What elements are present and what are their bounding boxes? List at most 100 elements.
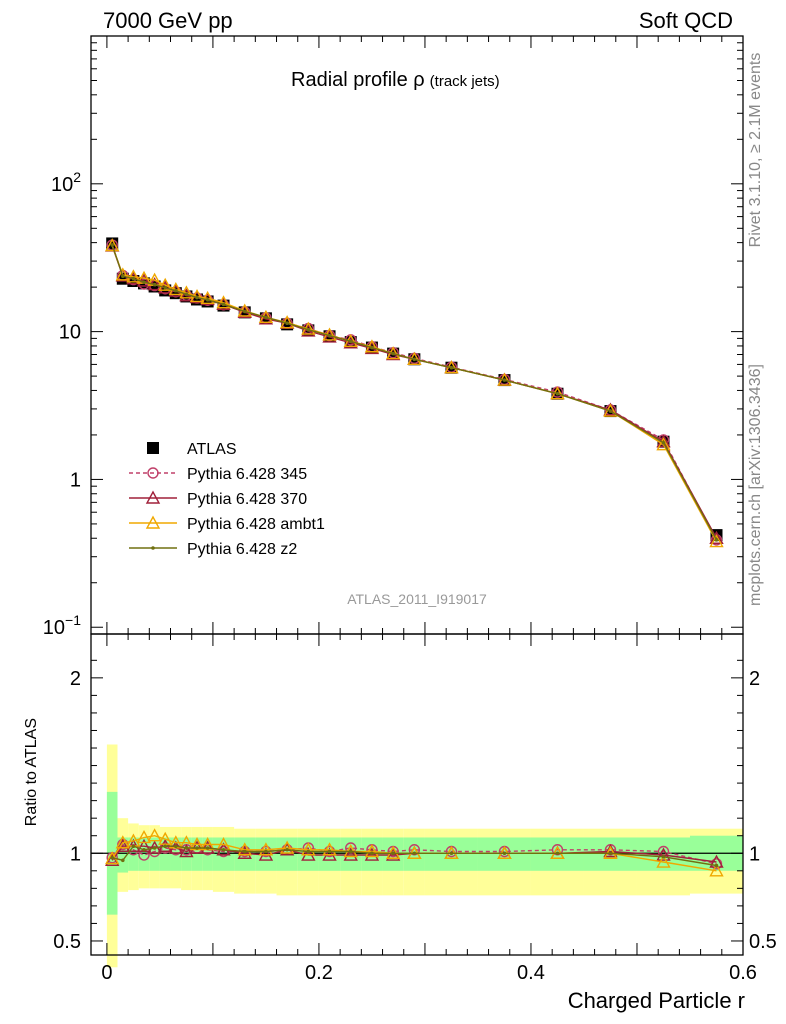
ratio-point xyxy=(174,844,178,849)
legend-marker xyxy=(145,490,161,504)
header-right: Soft QCD xyxy=(639,8,733,33)
data-point xyxy=(264,315,268,320)
ratio-point xyxy=(343,847,358,861)
ratio-point xyxy=(237,845,252,859)
stat-band-bin xyxy=(117,837,129,873)
ratio-point xyxy=(364,847,380,861)
ratio-point xyxy=(285,847,289,852)
y-tick-base: 10 xyxy=(51,174,73,196)
ratio-point xyxy=(131,844,136,849)
y-tick-exponent: −1 xyxy=(65,612,81,628)
ratio-point xyxy=(709,863,724,877)
ratio-point xyxy=(608,851,613,856)
ratio-point xyxy=(205,846,210,850)
ratio-y-tick-label: 0.5 xyxy=(53,931,81,953)
ratio-point xyxy=(110,855,115,860)
data-point xyxy=(709,530,724,544)
data-point xyxy=(449,365,454,370)
legend-entry: Pythia 6.428 345 xyxy=(129,466,307,483)
ratio-ylabel: Ratio to ATLAS xyxy=(23,718,40,826)
legend-marker xyxy=(147,442,159,454)
ratio-point xyxy=(121,858,125,863)
ratio-point xyxy=(603,844,618,858)
x-tick-label: 0 xyxy=(101,962,112,984)
y-tick-base: 1 xyxy=(70,469,81,491)
data-point xyxy=(412,357,417,362)
ratio-y-tick-label-right: 2 xyxy=(749,668,760,690)
ratio-point xyxy=(242,849,247,854)
ratio-y-tick-label: 1 xyxy=(70,843,81,865)
data-point xyxy=(242,309,247,314)
data-point xyxy=(152,282,157,287)
ratio-point xyxy=(412,851,417,856)
ratio-y-tick-label: 2 xyxy=(70,668,81,690)
ratio-point xyxy=(195,846,199,850)
ratio-point xyxy=(142,847,146,852)
data-point xyxy=(195,295,199,300)
ratio-point xyxy=(327,849,332,854)
ratio-point xyxy=(279,842,295,856)
x-tick-label: 0.4 xyxy=(517,962,545,984)
legend: ATLAS Pythia 6.428 345 Pythia 6.428 370 Pyt… xyxy=(129,441,325,558)
ratio-point xyxy=(221,847,226,852)
data-point xyxy=(126,269,141,283)
legend-entry: Pythia 6.428 370 xyxy=(129,490,307,508)
x-tick-label: 0.6 xyxy=(729,962,757,984)
ratio-y-tick-label-right: 1 xyxy=(749,843,760,865)
ratio-point xyxy=(115,838,130,852)
legend-label: Pythia 6.428 ambt1 xyxy=(187,516,325,533)
data-point xyxy=(709,534,724,548)
stat-band-bin xyxy=(149,837,160,871)
header-left: 7000 GeV pp xyxy=(103,8,233,33)
ratio-point xyxy=(391,851,395,856)
series-line xyxy=(111,244,718,541)
ratio-point xyxy=(237,842,252,856)
y-tick-label: 10−1 xyxy=(43,612,81,639)
ratio-line xyxy=(111,843,717,865)
ratio-point xyxy=(348,849,353,854)
data-point xyxy=(205,298,210,302)
chart-title: Radial profile ρ (track jets) xyxy=(291,69,500,91)
data-point xyxy=(608,409,613,413)
y-tick-label: 1 xyxy=(70,469,81,491)
ratio-point xyxy=(502,851,507,856)
legend-marker xyxy=(151,546,155,550)
ratio-point xyxy=(714,863,719,868)
ratio-point xyxy=(147,828,162,842)
data-point xyxy=(127,275,140,288)
ratio-point xyxy=(449,851,454,856)
data-point xyxy=(158,277,173,291)
y-tick-label: 102 xyxy=(51,169,81,196)
legend-entry: ATLAS xyxy=(147,441,237,458)
data-point xyxy=(184,292,189,297)
ratio-point xyxy=(152,846,157,850)
legend-label: Pythia 6.428 370 xyxy=(187,491,307,508)
chart-title-main: Radial profile ρ xyxy=(291,69,425,91)
data-point xyxy=(306,327,311,332)
y-tick-exponent: 2 xyxy=(73,169,81,185)
ratio-panel: 0 0.2 0.4 0.6 0.5 0.5 1 1 2 2 xyxy=(53,633,777,984)
chart-title-sub: (track jets) xyxy=(430,73,500,90)
legend-label: Pythia 6.428 345 xyxy=(187,466,307,483)
data-point xyxy=(110,243,115,247)
x-tick-label: 0.2 xyxy=(305,962,333,984)
ratio-point xyxy=(555,851,560,856)
stat-band-bin xyxy=(138,837,150,871)
ratio-point xyxy=(279,840,295,854)
data-point xyxy=(348,339,353,344)
ratio-point xyxy=(264,849,268,854)
ratio-point xyxy=(163,844,168,849)
series-4 xyxy=(110,243,719,542)
y-tick-base: 10 xyxy=(59,322,81,344)
y-tick-base: 10 xyxy=(43,617,65,639)
ratio-point xyxy=(370,851,374,856)
ratio-point xyxy=(184,846,189,850)
data-point xyxy=(131,276,136,281)
legend-label: Pythia 6.428 z2 xyxy=(187,541,297,558)
ratio-point xyxy=(364,844,380,858)
ratio-point xyxy=(661,854,666,859)
data-point xyxy=(163,285,168,290)
mcplots-label: mcplots.cern.ch [arXiv:1306.3436] xyxy=(747,364,764,606)
data-point xyxy=(174,288,178,293)
stat-band-bin xyxy=(340,837,362,871)
